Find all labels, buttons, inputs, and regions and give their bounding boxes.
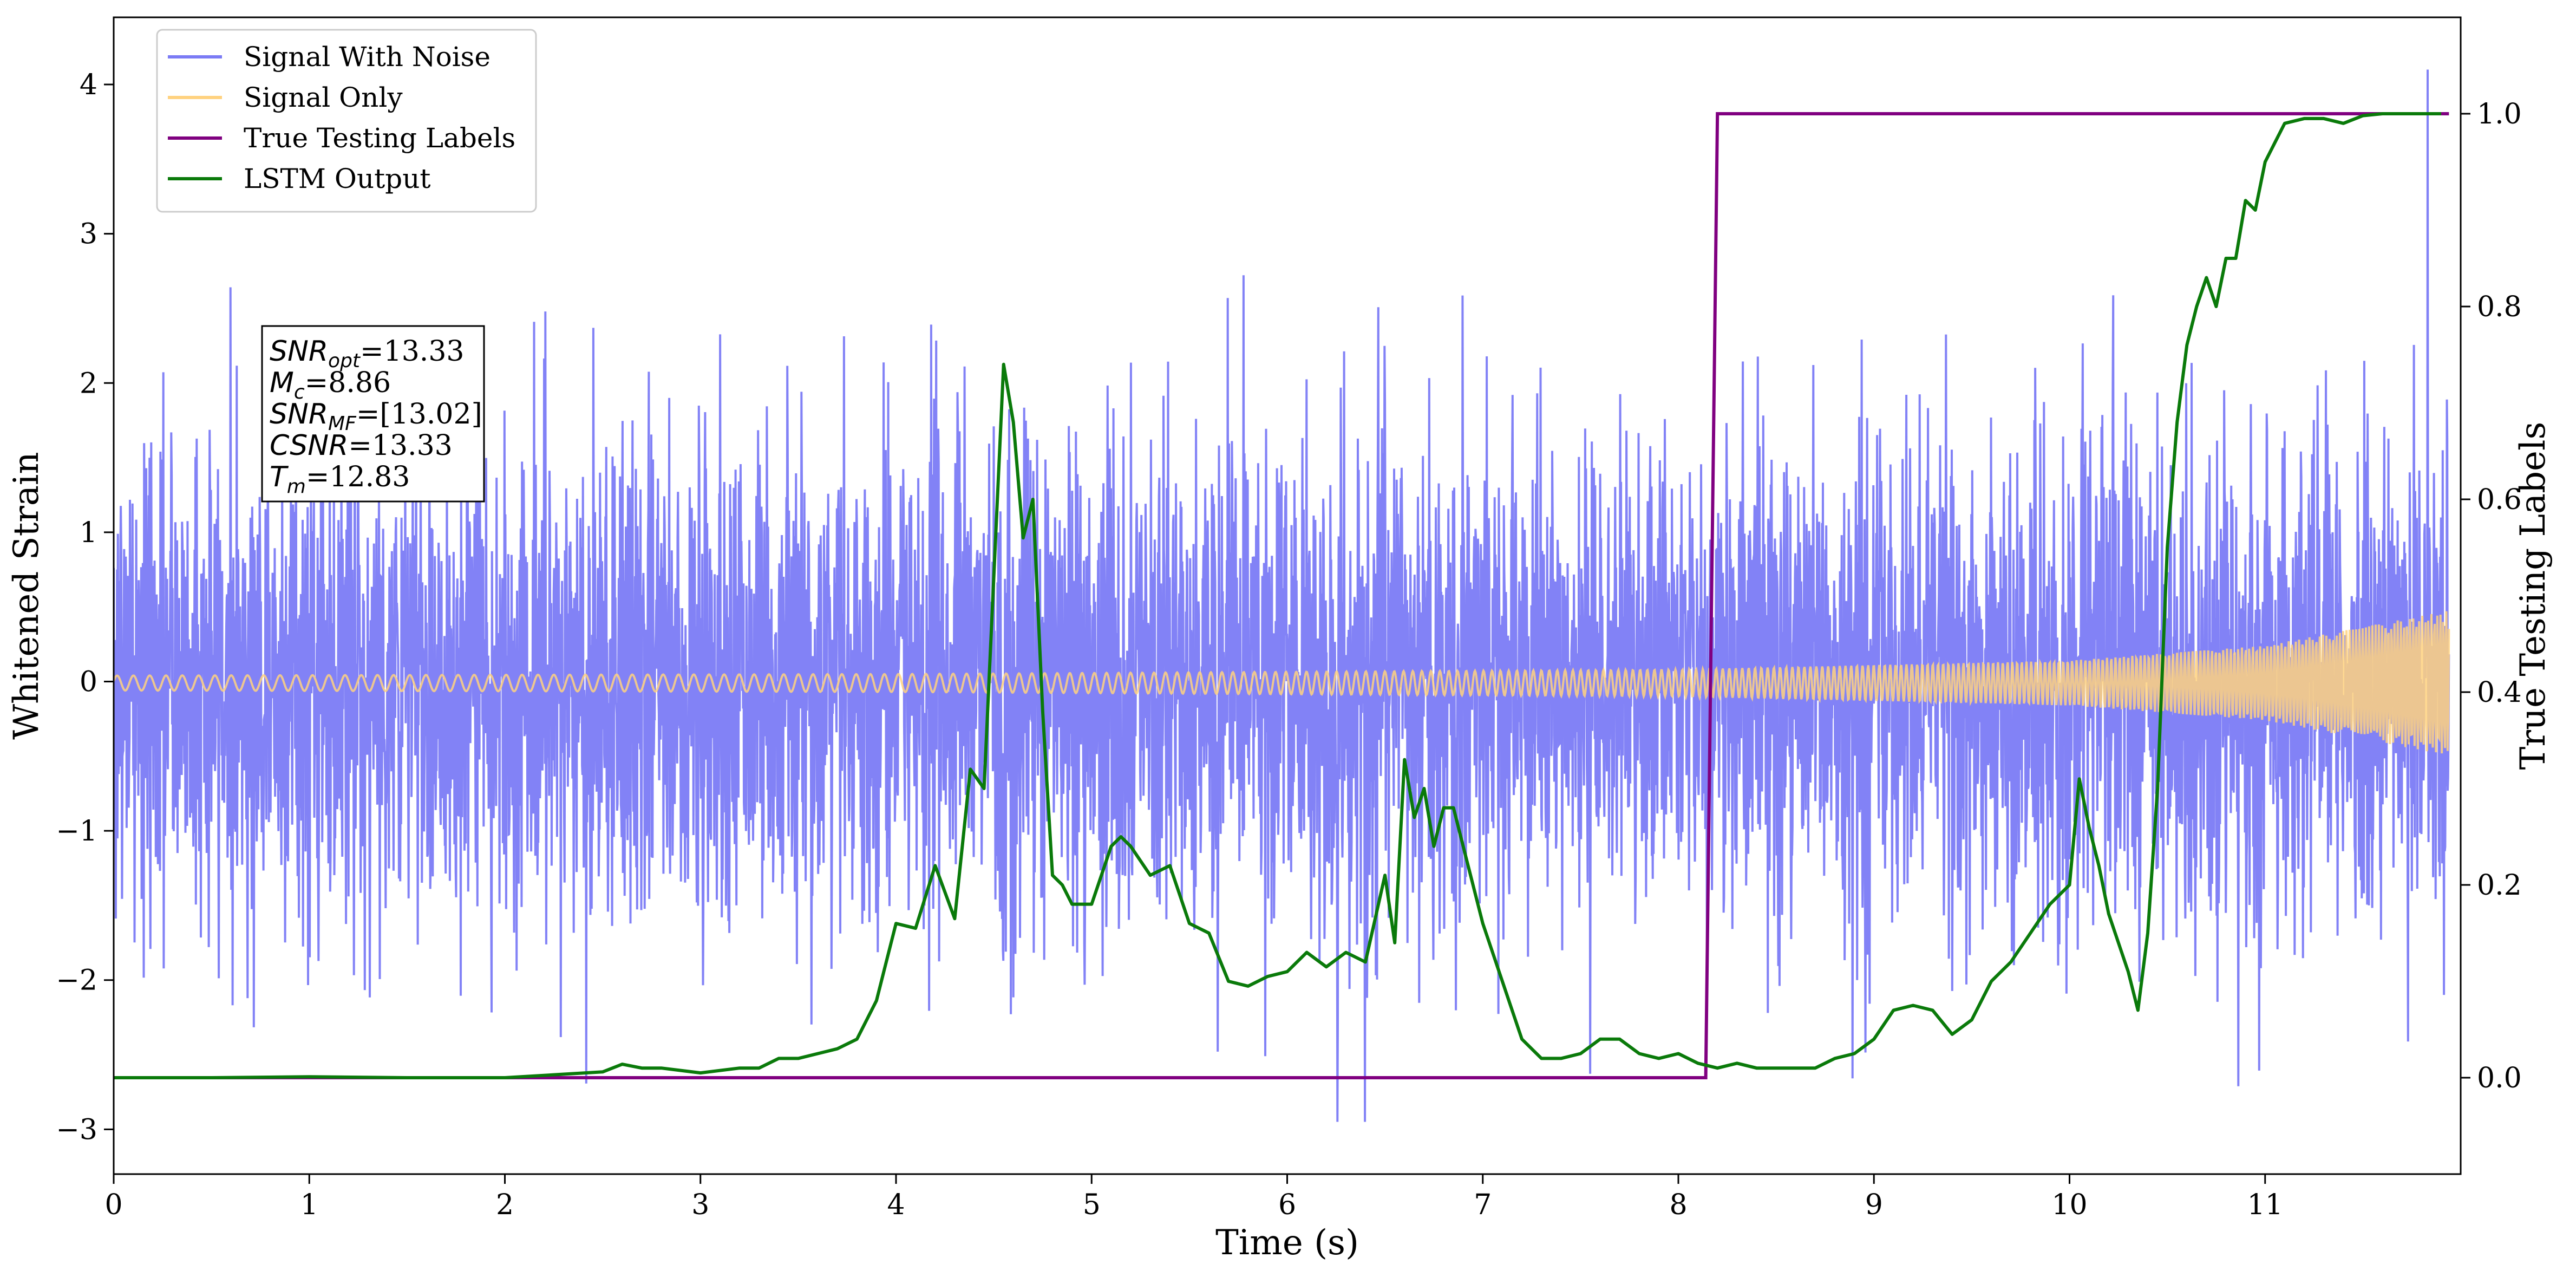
legend-label: LSTM Output	[244, 163, 430, 194]
x-tick-label: 8	[1669, 1189, 1687, 1221]
y2-tick-label: 0.0	[2477, 1062, 2522, 1094]
y-tick-label: −1	[56, 815, 97, 848]
lstm-output-layer	[114, 112, 2441, 1079]
legend: Signal With Noise Signal Only True Testing…	[156, 29, 537, 213]
y2-tick-label: 0.4	[2477, 676, 2522, 709]
legend-label: True Testing Labels	[244, 122, 515, 154]
series-signal-only	[114, 611, 2450, 754]
y2-tick-label: 0.2	[2477, 869, 2522, 902]
y-tick-label: 4	[80, 69, 97, 101]
y2-axis-label: True Testing Labels	[2513, 422, 2553, 770]
y-tick-label: 3	[80, 218, 97, 251]
x-tick-label: 4	[887, 1189, 905, 1221]
x-tick-label: 5	[1083, 1189, 1101, 1221]
axes-layer: 0 1 2 3 4 5 6 7 8 9 10 11 −3 −2 −1 0 1 2 3 4 0.0 0.2 0.4 0.6 0.8…	[56, 69, 2521, 1221]
annotation-frame	[261, 325, 485, 503]
x-axis-label: Time (s)	[1215, 1223, 1359, 1263]
x-tick-label: 3	[691, 1189, 709, 1221]
x-tick-label: 1	[300, 1189, 318, 1221]
legend-label: Signal Only	[244, 82, 403, 113]
signal-only-layer	[114, 611, 2450, 754]
series-signal-with-noise	[114, 69, 2450, 1122]
annotation-box: SNRopt=13.33Mc=8.86SNRMF=[13.02]CSNR=13.…	[261, 325, 485, 503]
x-tick-label: 2	[496, 1189, 514, 1221]
x-tick-label: 6	[1278, 1189, 1296, 1221]
y2-tick-label: 0.8	[2477, 291, 2522, 323]
true-labels-layer	[114, 112, 2449, 1079]
annotation-line: Mc=8.86	[270, 367, 391, 403]
y-tick-label: 1	[80, 517, 97, 549]
annotation-line: SNRMF=[13.02]	[270, 398, 482, 435]
signal-with-noise-layer	[114, 69, 2450, 1122]
x-tick-label: 7	[1474, 1189, 1492, 1221]
y2-tick-label: 1.0	[2477, 98, 2522, 131]
x-tick-label: 11	[2247, 1189, 2283, 1221]
x-tick-label: 9	[1865, 1189, 1883, 1221]
series-lstm-output	[114, 112, 2441, 1079]
legend-label: Signal With Noise	[244, 41, 491, 73]
annotation-line: Tm=12.83	[270, 461, 410, 498]
y-axis-label: Whitened Strain	[6, 452, 47, 739]
annotation-line: CSNR=13.33	[270, 429, 453, 462]
annotation-line: SNRopt=13.33	[270, 335, 464, 372]
y-tick-label: −2	[56, 965, 97, 997]
y-tick-label: 0	[80, 666, 97, 698]
x-tick-label: 0	[104, 1189, 122, 1221]
legend-frame	[156, 29, 537, 213]
y2-tick-label: 0.6	[2477, 484, 2522, 516]
series-true-testing-labels	[114, 112, 2449, 1079]
y-tick-label: 2	[80, 367, 97, 400]
y-tick-label: −3	[56, 1113, 97, 1146]
x-tick-label: 10	[2051, 1189, 2087, 1221]
